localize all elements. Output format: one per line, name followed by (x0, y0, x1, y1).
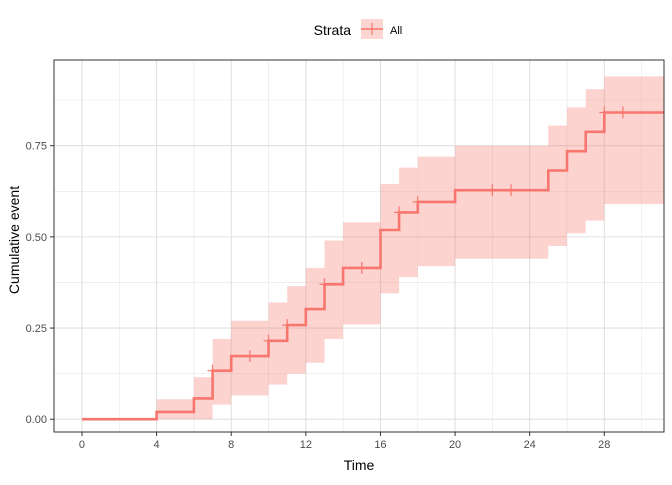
x-tick-label: 24 (524, 439, 536, 451)
x-tick-label: 20 (449, 439, 461, 451)
y-axis: 0.00 0.25 0.50 0.75 (26, 141, 54, 426)
legend: Strata All (314, 19, 402, 39)
x-tick-label: 4 (154, 439, 160, 451)
x-tick-label: 0 (79, 439, 85, 451)
panel-border (53, 59, 665, 433)
y-axis-title: Cumulative event (6, 186, 22, 294)
x-tick-label: 8 (228, 439, 234, 451)
legend-title: Strata (314, 22, 352, 38)
x-tick-label: 12 (300, 439, 312, 451)
y-tick-label: 0.50 (26, 232, 47, 244)
x-tick-label: 16 (374, 439, 386, 451)
x-tick-label: 28 (598, 439, 610, 451)
plot-panel (53, 59, 665, 433)
y-tick-label: 0.75 (26, 141, 47, 153)
legend-entry-all: All (390, 25, 402, 37)
confidence-band (82, 76, 664, 420)
y-tick-label: 0.00 (26, 414, 47, 426)
y-tick-label: 0.25 (26, 323, 47, 335)
x-axis-title: Time (344, 457, 375, 473)
x-axis: 0 4 8 12 16 20 24 28 (79, 432, 610, 451)
grid-minor (54, 60, 664, 432)
censor-marks (207, 106, 628, 377)
